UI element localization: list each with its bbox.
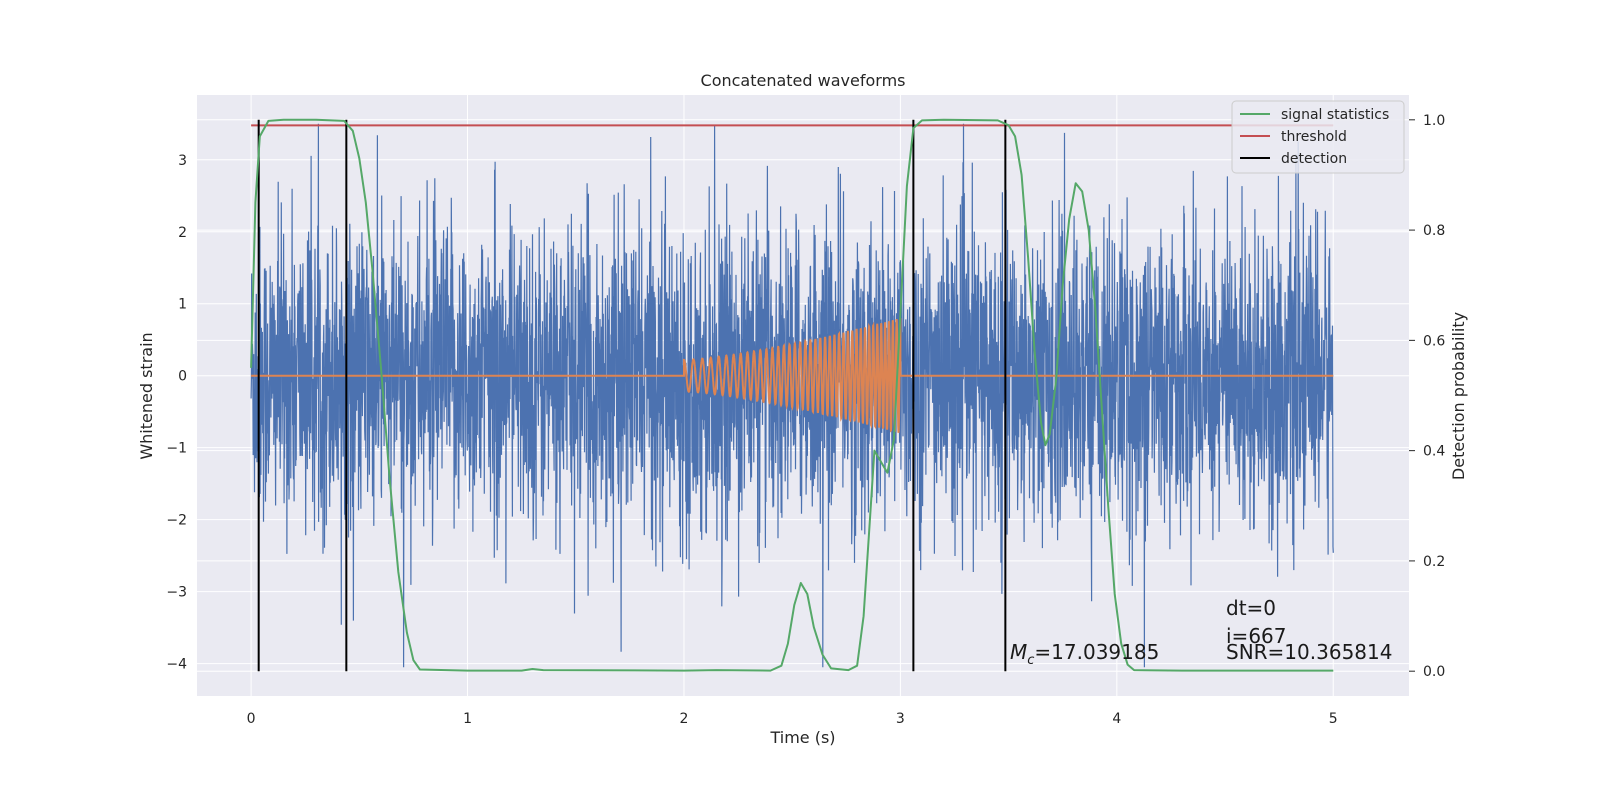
y2-tick-label: 0.8 [1423,223,1445,239]
signal-statistics-trace [250,118,1334,672]
legend: signal statistics threshold detection [1231,100,1405,174]
signal-statistics-line [250,118,1334,672]
snr-annotation: SNR=10.365814 [1226,640,1392,664]
axis-ticks: 0 1 2 3 4 5 −4 −3 −2 −1 0 1 2 3 0.0 0.2 0.4 0.6 0.8 1.0 [166,113,1445,727]
legend-label-detection: detection [1281,151,1347,167]
y2-tick-label: 0.6 [1423,333,1445,349]
y-tick-label: −4 [166,657,187,673]
x-tick-label: 3 [896,711,905,727]
y-axis-title: Whitened strain [137,332,156,459]
legend-label-signal: signal statistics [1281,107,1389,123]
legend-box [1231,100,1405,174]
detection-lines [257,119,1007,672]
x-tick-label: 2 [680,711,689,727]
noise-trace [250,123,1334,668]
y2-tick-label: 0.0 [1423,664,1445,680]
y-tick-label: 2 [178,225,187,241]
i-annotation: i=667 [1226,624,1287,648]
x-axis-title: Time (s) [769,728,835,747]
y-tick-label: −1 [166,441,187,457]
template-trace [251,317,1334,433]
legend-label-threshold: threshold [1281,129,1347,145]
annotations: Mc=17.039185 dt=0 i=667 SNR=10.365814 [1010,596,1392,668]
y2-axis-title: Detection probability [1449,312,1468,480]
y-tick-label: 3 [178,153,187,169]
x-tick-label: 1 [463,711,472,727]
y2-tick-label: 0.4 [1423,444,1445,460]
y2-tick-label: 1.0 [1423,113,1445,129]
dt-annotation: dt=0 [1226,596,1276,620]
x-tick-label: 4 [1112,711,1121,727]
mc-annotation: Mc=17.039185 [1010,640,1159,668]
noise-waveform [250,123,1334,668]
x-tick-label: 0 [247,711,256,727]
x-tick-label: 5 [1329,711,1338,727]
y-tick-label: −2 [166,513,187,529]
y-tick-label: 0 [178,369,187,385]
y-tick-label: 1 [178,297,187,313]
y-tick-label: −3 [166,585,187,601]
y2-tick-label: 0.2 [1423,554,1445,570]
chart-title: Concatenated waveforms [701,71,906,90]
template-waveform [251,317,1334,433]
